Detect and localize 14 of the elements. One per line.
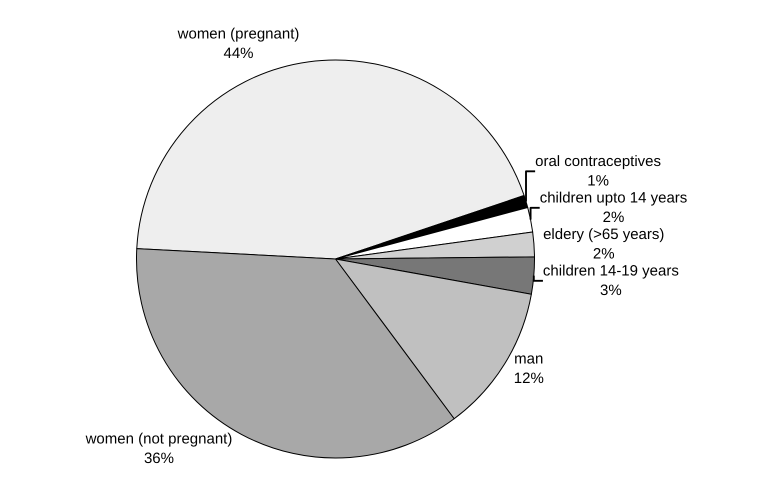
slice-label: women (not pregnant)	[84, 430, 232, 448]
data-label: 2%	[592, 246, 615, 263]
data-label: 12%	[514, 370, 544, 388]
slice-label: children 14-19 years	[542, 262, 679, 280]
slice-label: women (pregnant)	[176, 26, 300, 43]
data-label: 1%	[587, 172, 609, 190]
data-label: 36%	[144, 450, 174, 467]
data-label: 2%	[602, 209, 624, 226]
slice-label: oral contraceptives	[535, 153, 662, 170]
slice-label: eldery (>65 years)	[543, 226, 664, 244]
data-label: 3%	[600, 282, 622, 300]
slice-label: children upto 14 years	[540, 190, 688, 207]
data-label: 44%	[223, 45, 254, 62]
slice-label: man	[514, 350, 544, 368]
